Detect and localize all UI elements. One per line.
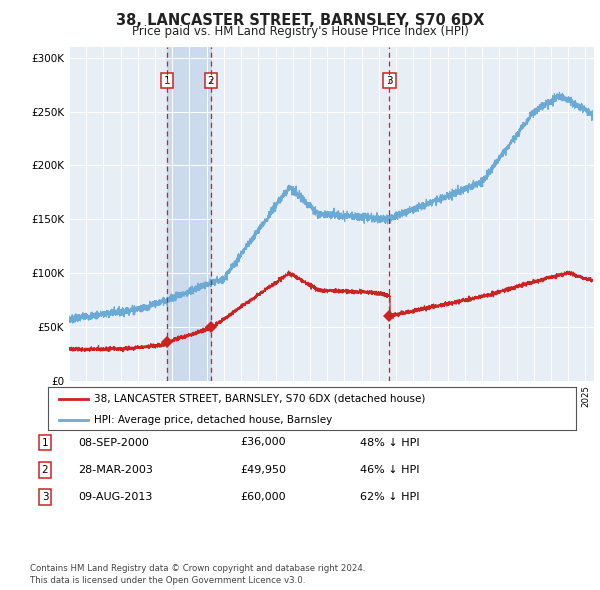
Bar — [167, 47, 211, 381]
Text: £60,000: £60,000 — [240, 493, 286, 502]
Text: 62% ↓ HPI: 62% ↓ HPI — [360, 493, 419, 502]
Text: 38, LANCASTER STREET, BARNSLEY, S70 6DX (detached house): 38, LANCASTER STREET, BARNSLEY, S70 6DX … — [94, 394, 426, 404]
Text: £49,950: £49,950 — [240, 466, 286, 475]
Text: Contains HM Land Registry data © Crown copyright and database right 2024.: Contains HM Land Registry data © Crown c… — [30, 565, 365, 573]
Text: Price paid vs. HM Land Registry's House Price Index (HPI): Price paid vs. HM Land Registry's House … — [131, 25, 469, 38]
Text: 1: 1 — [164, 76, 170, 86]
Text: 48% ↓ HPI: 48% ↓ HPI — [360, 438, 419, 447]
Text: 3: 3 — [386, 76, 392, 86]
Text: 2: 2 — [41, 466, 49, 475]
Text: 38, LANCASTER STREET, BARNSLEY, S70 6DX: 38, LANCASTER STREET, BARNSLEY, S70 6DX — [116, 13, 484, 28]
Text: 08-SEP-2000: 08-SEP-2000 — [78, 438, 149, 447]
Text: 46% ↓ HPI: 46% ↓ HPI — [360, 466, 419, 475]
Text: 1: 1 — [41, 438, 49, 447]
Text: £36,000: £36,000 — [240, 438, 286, 447]
Text: HPI: Average price, detached house, Barnsley: HPI: Average price, detached house, Barn… — [94, 415, 333, 425]
Text: 28-MAR-2003: 28-MAR-2003 — [78, 466, 153, 475]
Text: This data is licensed under the Open Government Licence v3.0.: This data is licensed under the Open Gov… — [30, 576, 305, 585]
Text: 09-AUG-2013: 09-AUG-2013 — [78, 493, 152, 502]
Text: 3: 3 — [41, 493, 49, 502]
Text: 2: 2 — [208, 76, 214, 86]
